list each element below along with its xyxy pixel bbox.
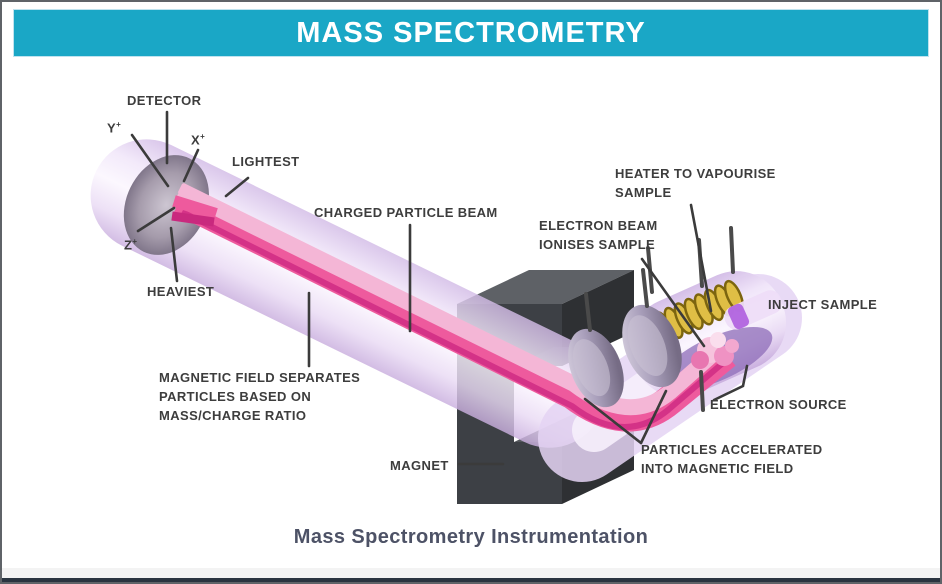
chamber-pin-3 [729, 226, 735, 274]
accelerator-plate-2 [622, 304, 682, 388]
footer-bar [2, 578, 940, 582]
electron-beam-line1: ELECTRON BEAM [539, 218, 658, 233]
heater-line2: SAMPLE [615, 185, 672, 200]
heaviest-leader [169, 226, 179, 283]
beam-fan-heaviest [171, 211, 215, 227]
magnetic-field-line3: MASS/CHARGE RATIO [159, 408, 307, 423]
sample-splash [691, 332, 739, 369]
footer-band [2, 568, 940, 578]
accelerator-plate-1 [568, 328, 624, 408]
ion-y-leader [130, 133, 170, 188]
ion-z-base: Z [124, 237, 133, 253]
ion-z-leader [136, 206, 176, 233]
caption: Mass Spectrometry Instrumentation [293, 526, 649, 548]
ion-y-charge: + [116, 120, 122, 129]
label-detector: DETECTOR [127, 93, 202, 108]
electron-beam-line2: IONISES SAMPLE [539, 237, 656, 252]
label-magnet: MAGNET [390, 458, 449, 473]
label-ion-x: X+ [191, 127, 205, 149]
label-heater-note: HEATER TO VAPOURISE SAMPLE [615, 164, 776, 202]
page-title: MASS SPECTROMETRY [296, 16, 646, 49]
heater-line1: HEATER TO VAPOURISE [615, 166, 776, 181]
label-ion-y: Y+ [107, 115, 121, 137]
plate-2-pin [641, 268, 649, 308]
title-banner: MASS SPECTROMETRY [13, 9, 929, 57]
label-charged-particle-beam: CHARGED PARTICLE BEAM [314, 205, 498, 220]
particles-leader-left [583, 397, 643, 445]
label-electron-beam-note: ELECTRON BEAM IONISES SAMPLE [539, 216, 658, 254]
label-ion-z: Z+ [124, 232, 137, 254]
electron-beam-leader [640, 257, 706, 348]
inject-tube-band [727, 303, 750, 330]
ion-y-base: Y [107, 120, 117, 136]
particles-line1: PARTICLES ACCELERATED [641, 442, 823, 457]
label-electron-source: ELECTRON SOURCE [710, 397, 847, 412]
label-heaviest: HEAVIEST [147, 284, 215, 299]
plate-1-pin [584, 292, 592, 332]
beam-fan-middle [172, 195, 218, 220]
label-particles-note: PARTICLES ACCELERATED INTO MAGNETIC FIEL… [641, 440, 823, 478]
magnet-top-face [457, 270, 634, 304]
ion-z-charge: + [132, 237, 138, 246]
label-magnetic-field-note: MAGNETIC FIELD SEPARATES PARTICLES BASED… [159, 368, 360, 425]
detector-disc [123, 155, 209, 255]
label-inject-sample: INJECT SAMPLE [768, 297, 878, 312]
ion-x-leader [182, 148, 200, 183]
label-lightest: LIGHTEST [232, 154, 300, 169]
ion-x-charge: + [200, 132, 206, 141]
electron-source-leader [712, 364, 749, 402]
inject-tube [724, 290, 782, 330]
heater-leader [689, 203, 713, 313]
particles-line2: INTO MAGNETIC FIELD [641, 461, 794, 476]
magnetic-field-line2: PARTICLES BASED ON [159, 389, 312, 404]
ion-x-base: X [191, 132, 201, 148]
ion-beam [171, 182, 736, 432]
magnetic-field-line1: MAGNETIC FIELD SEPARATES [159, 370, 361, 385]
beam-fan-lightest [177, 183, 219, 211]
lightest-leader [224, 176, 250, 198]
leader-lines [130, 110, 749, 466]
electron-source-stem [699, 370, 705, 412]
particles-leader-right [639, 389, 668, 445]
